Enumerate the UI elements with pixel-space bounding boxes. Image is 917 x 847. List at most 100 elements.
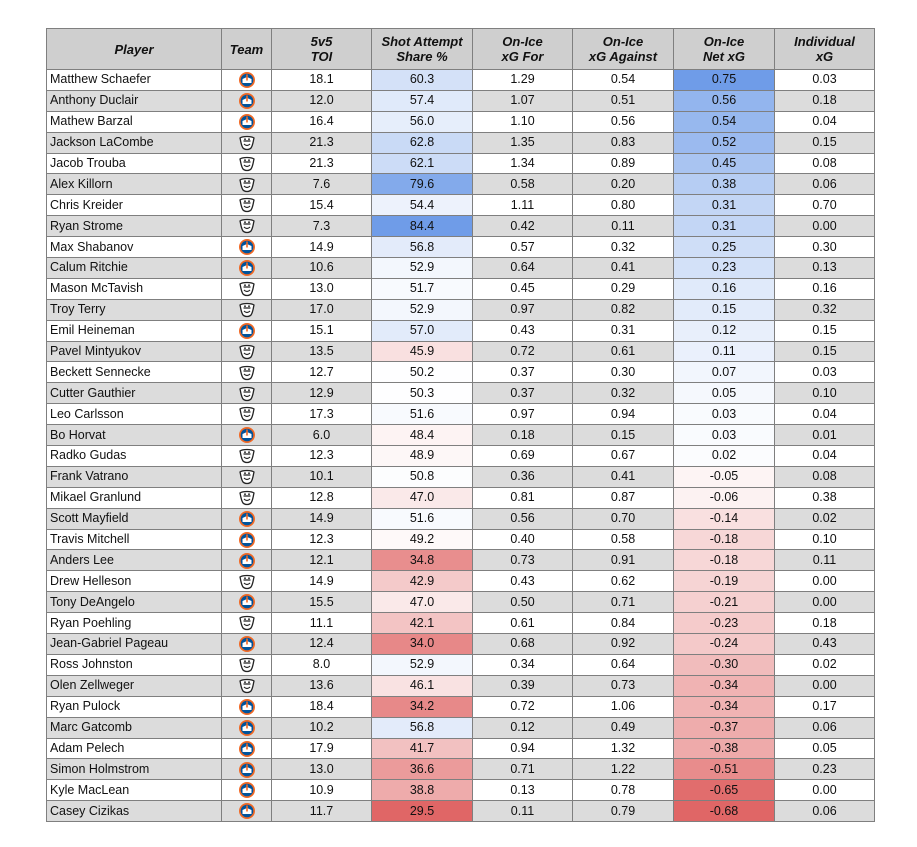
table-row: Radko Gudas 12.3 48.9 0.69 0.67 0.02 0.04 (46, 445, 875, 467)
table-row: Drew Helleson 14.9 42.9 0.43 0.62 -0.19 0.00 (46, 570, 875, 593)
cell-team (221, 319, 272, 342)
table-row: Ryan Strome 7.3 84.4 0.42 0.11 0.31 0.00 (46, 215, 875, 238)
cell-shot-share: 50.2 (371, 361, 473, 384)
cell-toi: 10.6 (271, 257, 372, 279)
table-row: Jean-Gabriel Pageau 12.4 34.0 0.68 0.92 -0.24… (46, 633, 875, 655)
cell-toi: 12.0 (271, 89, 372, 112)
cell-player: Olen Zellweger (46, 674, 222, 697)
cell-xg-against: 0.51 (572, 89, 674, 112)
cell-net-xg: 0.54 (673, 110, 775, 133)
cell-toi: 15.5 (271, 591, 372, 614)
cell-net-xg: -0.65 (673, 779, 775, 802)
cell-individual-xg: 0.16 (774, 277, 875, 300)
table-row: Jacob Trouba 21.3 62.1 1.34 0.89 0.45 0.08 (46, 152, 875, 175)
cell-shot-share: 54.4 (371, 194, 473, 217)
cell-team (221, 737, 272, 760)
cell-player: Jean-Gabriel Pageau (46, 633, 222, 655)
table-row: Olen Zellweger 13.6 46.1 0.39 0.73 -0.34 0.00 (46, 674, 875, 697)
cell-toi: 10.1 (271, 465, 372, 488)
cell-toi: 17.9 (271, 737, 372, 760)
cell-team (221, 779, 272, 802)
cell-xg-against: 0.31 (572, 319, 674, 342)
header-toi: 5v5 TOI (271, 28, 372, 70)
cell-player: Calum Ritchie (46, 257, 222, 279)
cell-toi: 10.2 (271, 716, 372, 739)
cell-net-xg: 0.38 (673, 173, 775, 196)
cell-xg-against: 0.89 (572, 152, 674, 175)
cell-team (221, 152, 272, 175)
cell-player: Jackson LaCombe (46, 131, 222, 154)
cell-individual-xg: 0.02 (774, 653, 875, 676)
cell-shot-share: 52.9 (371, 257, 473, 279)
cell-individual-xg: 0.15 (774, 319, 875, 342)
cell-xg-for: 0.42 (472, 215, 573, 238)
cell-xg-against: 0.71 (572, 591, 674, 614)
cell-individual-xg: 0.03 (774, 69, 875, 91)
cell-individual-xg: 0.38 (774, 486, 875, 509)
cell-team (221, 361, 272, 384)
ducks-logo-icon (238, 156, 255, 171)
cell-net-xg: -0.30 (673, 653, 775, 676)
cell-xg-against: 0.15 (572, 424, 674, 447)
table-row: Emil Heineman 15.1 57.0 0.43 0.31 0.12 0.15 (46, 319, 875, 342)
ducks-logo-icon (238, 219, 255, 234)
cell-net-xg: -0.23 (673, 612, 775, 635)
cell-shot-share: 29.5 (371, 800, 473, 823)
cell-team (221, 800, 272, 823)
table-body: Matthew Schaefer 18.1 60.3 1.29 0.54 0.75 0.03… (46, 69, 875, 823)
cell-player: Bo Horvat (46, 424, 222, 447)
cell-team (221, 382, 272, 405)
cell-team (221, 465, 272, 488)
cell-individual-xg: 0.32 (774, 298, 875, 321)
cell-shot-share: 34.2 (371, 695, 473, 718)
cell-xg-for: 0.50 (472, 591, 573, 614)
ducks-logo-icon (238, 678, 255, 694)
cell-team (221, 716, 272, 739)
cell-shot-share: 56.8 (371, 716, 473, 739)
table-row: Jackson LaCombe 21.3 62.8 1.35 0.83 0.52 0.15 (46, 131, 875, 154)
cell-player: Casey Cizikas (46, 800, 222, 823)
cell-team (221, 194, 272, 217)
cell-shot-share: 62.8 (371, 131, 473, 154)
cell-toi: 8.0 (271, 653, 372, 676)
cell-team (221, 591, 272, 614)
cell-player: Ryan Strome (46, 215, 222, 238)
cell-xg-against: 0.91 (572, 549, 674, 572)
islanders-logo-icon (238, 740, 255, 757)
cell-shot-share: 38.8 (371, 779, 473, 802)
cell-toi: 7.6 (271, 173, 372, 196)
cell-team (221, 110, 272, 133)
ducks-logo-icon (238, 616, 255, 631)
ducks-logo-icon (238, 469, 255, 485)
cell-xg-against: 0.61 (572, 340, 674, 363)
cell-individual-xg: 0.06 (774, 173, 875, 196)
cell-net-xg: -0.24 (673, 633, 775, 655)
islanders-logo-icon (238, 531, 255, 548)
ducks-logo-icon (238, 365, 255, 380)
table-row: Chris Kreider 15.4 54.4 1.11 0.80 0.31 0.70 (46, 194, 875, 217)
cell-individual-xg: 0.30 (774, 236, 875, 259)
cell-net-xg: -0.51 (673, 758, 775, 781)
cell-player: Adam Pelech (46, 737, 222, 760)
cell-toi: 14.9 (271, 236, 372, 259)
cell-shot-share: 42.9 (371, 570, 473, 593)
islanders-logo-icon (238, 260, 255, 277)
table-row: Adam Pelech 17.9 41.7 0.94 1.32 -0.38 0.05 (46, 737, 875, 760)
cell-toi: 10.9 (271, 779, 372, 802)
ducks-logo-icon (238, 281, 255, 297)
cell-xg-for: 1.29 (472, 69, 573, 91)
table-row: Cutter Gauthier 12.9 50.3 0.37 0.32 0.05 0.10 (46, 382, 875, 405)
cell-individual-xg: 0.15 (774, 340, 875, 363)
cell-xg-against: 0.82 (572, 298, 674, 321)
cell-xg-against: 0.73 (572, 674, 674, 697)
cell-toi: 21.3 (271, 131, 372, 154)
cell-toi: 12.3 (271, 445, 372, 467)
cell-xg-for: 0.34 (472, 653, 573, 676)
cell-net-xg: 0.03 (673, 424, 775, 447)
ducks-logo-icon (238, 386, 255, 401)
cell-team (221, 549, 272, 572)
cell-individual-xg: 0.04 (774, 110, 875, 133)
cell-toi: 13.6 (271, 674, 372, 697)
cell-team (221, 340, 272, 363)
table-row: Alex Killorn 7.6 79.6 0.58 0.20 0.38 0.06 (46, 173, 875, 196)
